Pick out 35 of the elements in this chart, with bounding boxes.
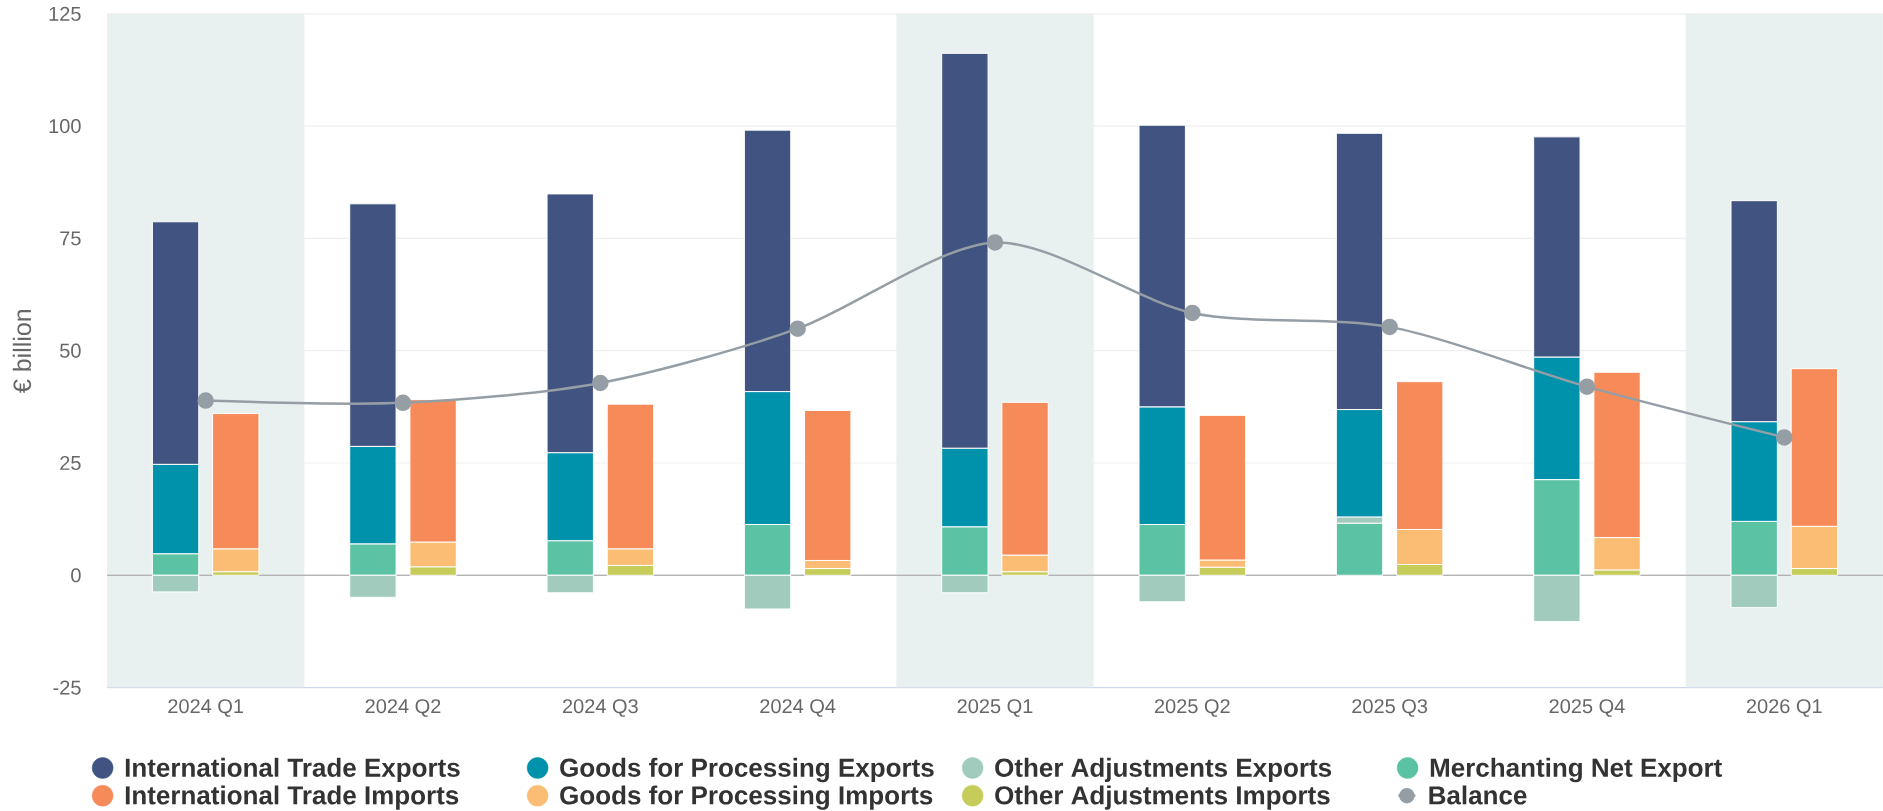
y-tick-label: 50 bbox=[60, 343, 81, 358]
legend-label: Other Adjustments Exports bbox=[995, 757, 1332, 783]
y-axis-title: € billion bbox=[12, 309, 32, 393]
legend-label: Goods for Processing Imports bbox=[560, 785, 933, 810]
point bbox=[592, 374, 609, 392]
legend-label: Merchanting Net Export bbox=[1430, 757, 1722, 783]
x-tick-label: 2025 Q4 bbox=[1549, 699, 1625, 717]
x-tick-label: 2024 Q3 bbox=[562, 699, 638, 717]
legend-label: Goods for Processing Exports bbox=[560, 757, 934, 783]
legend-label: Other Adjustments Imports bbox=[995, 785, 1330, 810]
point bbox=[394, 394, 412, 412]
point bbox=[1184, 304, 1201, 322]
legend-label: Balance bbox=[1429, 785, 1527, 805]
point bbox=[1578, 378, 1596, 395]
x-tick-label: 2025 Q3 bbox=[1352, 699, 1428, 717]
y-tick-label: -25 bbox=[53, 680, 81, 695]
x-tick-label: 2026 Q1 bbox=[1746, 699, 1822, 717]
legend-label: International Trade Exports bbox=[125, 757, 460, 783]
y-tick-label: 0 bbox=[71, 568, 81, 583]
point bbox=[1381, 318, 1398, 336]
x-tick-label: 2025 Q1 bbox=[957, 699, 1033, 717]
x-tick-label: 2024 Q2 bbox=[365, 699, 441, 717]
x-tick-label: 2024 Q4 bbox=[760, 699, 836, 717]
y-tick-label: 25 bbox=[60, 455, 81, 471]
legend-label: International Trade Imports bbox=[125, 785, 459, 810]
point bbox=[789, 320, 806, 337]
x-tick-label: 2025 Q2 bbox=[1154, 699, 1230, 717]
x-tick-label: 2024 Q1 bbox=[168, 699, 244, 717]
y-tick-label: 75 bbox=[60, 231, 81, 246]
bar bbox=[1335, 522, 1384, 576]
point bbox=[197, 392, 214, 409]
point bbox=[986, 234, 1004, 251]
y-tick-label: 100 bbox=[49, 119, 81, 134]
point bbox=[1776, 429, 1793, 446]
y-tick-label: 125 bbox=[49, 6, 81, 21]
